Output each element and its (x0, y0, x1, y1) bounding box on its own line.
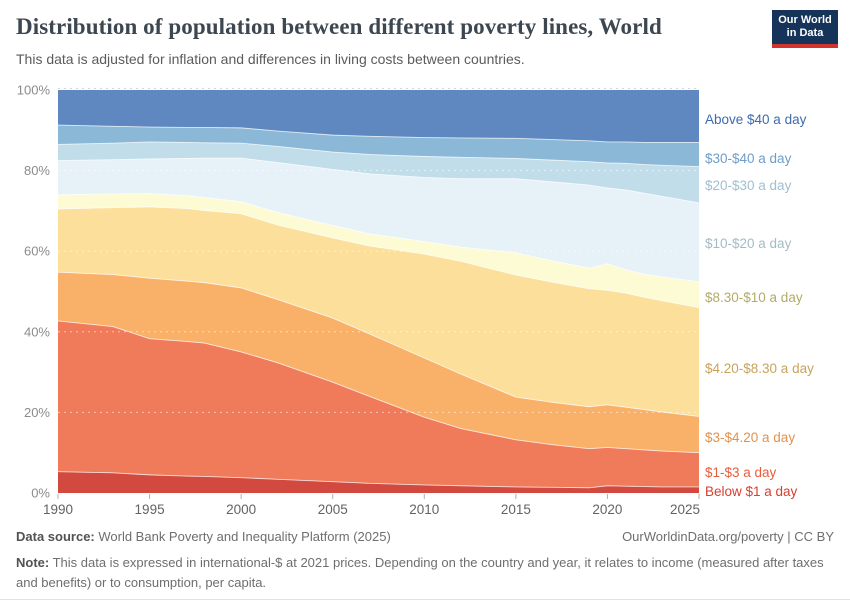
x-tick-label: 1990 (43, 502, 73, 517)
area-band[interactable] (58, 125, 699, 167)
y-tick-label: 60% (24, 244, 50, 259)
owid-license-link[interactable]: OurWorldinData.org/poverty | CC BY (622, 529, 834, 544)
legend-label[interactable]: Below $1 a day (705, 484, 798, 499)
band-boundary (57, 124, 699, 143)
data-source: Data source: World Bank Poverty and Ineq… (16, 529, 391, 544)
band-boundary (57, 471, 699, 489)
area-band[interactable] (58, 320, 699, 488)
x-tick-label: 1995 (135, 502, 165, 517)
x-tick-label: 2015 (501, 502, 531, 517)
y-tick-label: 0% (31, 486, 50, 501)
legend-label[interactable]: $30-$40 a day (705, 151, 792, 166)
note-prefix: Note: (16, 555, 50, 570)
legend-label[interactable]: $8.30-$10 a day (705, 290, 803, 305)
area-band[interactable] (58, 272, 699, 453)
y-tick-label: 100% (17, 83, 51, 98)
area-band[interactable] (58, 90, 699, 143)
note-text: This data is expressed in international-… (16, 555, 824, 590)
x-tick-label: 2005 (318, 502, 348, 517)
band-boundary (57, 193, 700, 283)
x-tick-label: 2020 (592, 502, 622, 517)
chart-subtitle: This data is adjusted for inflation and … (16, 51, 525, 67)
legend-label[interactable]: $20-$30 a day (705, 178, 792, 193)
area-band[interactable] (58, 141, 699, 203)
band-boundary (57, 206, 700, 309)
legend-label[interactable]: $4.20-$8.30 a day (705, 361, 814, 376)
owid-logo[interactable]: Our World in Data (772, 10, 838, 48)
x-tick-label: 2000 (226, 502, 256, 517)
owid-logo-line1: Our World (778, 14, 832, 27)
owid-logo-line2: in Data (786, 27, 824, 39)
legend-label[interactable]: $3-$4.20 a day (705, 430, 796, 445)
y-tick-label: 80% (24, 163, 50, 178)
data-source-text: World Bank Poverty and Inequality Platfo… (94, 529, 391, 544)
legend-label[interactable]: $1-$3 a day (705, 465, 777, 480)
data-source-prefix: Data source: (16, 529, 95, 544)
chart-note: Note: This data is expressed in internat… (16, 553, 828, 592)
band-boundary (57, 157, 700, 204)
area-band[interactable] (58, 206, 699, 417)
x-tick-label: 2010 (409, 502, 439, 517)
y-tick-label: 20% (24, 405, 50, 420)
x-tick-label: 2025 (670, 502, 700, 517)
y-tick-label: 40% (24, 324, 50, 339)
band-boundary (57, 271, 700, 417)
legend-label[interactable]: $10-$20 a day (705, 236, 792, 251)
page-title: Distribution of population between diffe… (16, 14, 662, 39)
band-boundary (57, 320, 700, 454)
band-boundary (57, 141, 700, 168)
chart-footer: Data source: World Bank Poverty and Ineq… (16, 529, 834, 592)
legend-label[interactable]: Above $40 a day (705, 112, 807, 127)
